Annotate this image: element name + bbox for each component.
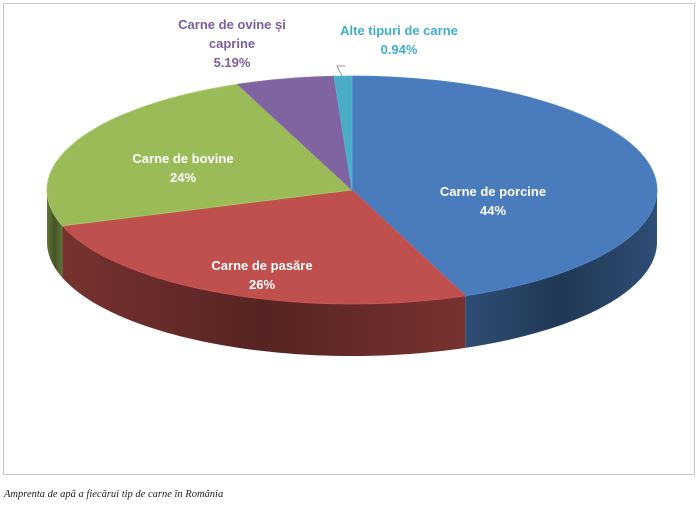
pie-side-carne-de-pasare [62, 225, 466, 356]
pie-side-carne-de-bovine [47, 190, 63, 278]
pie-slice-alte-tipuri-de-carne [333, 75, 353, 191]
figure-caption: Amprenta de apă a fiecărui tip de carne … [4, 489, 224, 500]
data-label-carne-de-porcine: Carne de porcine 44% [440, 184, 546, 218]
pie-slice-carne-de-porcine [351, 75, 658, 297]
pie-chart: Carne de porcine 44% Carne de pasăre 26% Car… [46, 17, 658, 356]
data-label-carne-de-bovine: Carne de bovine 24% [132, 151, 233, 185]
data-label-carne-de-pasare: Carne de pasăre 26% [211, 258, 312, 292]
data-label-carne-de-ovine-si-caprine: Carne de ovine și caprine 5.19% [178, 17, 286, 70]
pie-slice-carne-de-pasare [61, 189, 467, 305]
pie-side-carne-de-porcine [465, 190, 657, 348]
data-label-alte-tipuri-de-carne: Alte tipuri de carne 0.94% [340, 23, 458, 57]
leader-line [336, 65, 345, 77]
